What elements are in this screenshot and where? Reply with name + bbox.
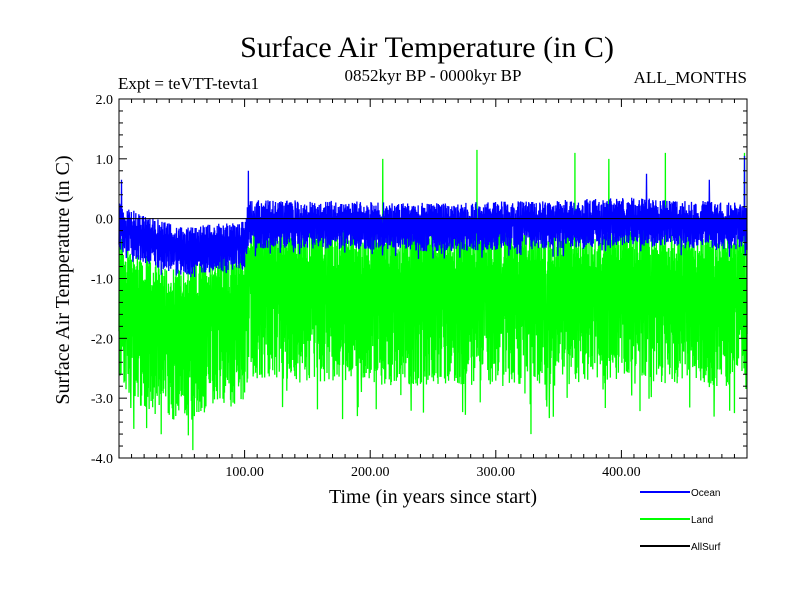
x-tick-label: 400.00 <box>602 465 641 480</box>
x-axis: 100.00 200.00 300.00 400.00 <box>131 99 735 480</box>
y-tick-label: 2.0 <box>96 93 114 108</box>
y-tick-label: -3.0 <box>91 392 113 407</box>
y-tick-label: -1.0 <box>91 273 113 288</box>
series-line-land <box>118 149 748 451</box>
plot-area <box>118 149 748 451</box>
legend-label-allsurf: AllSurf <box>691 542 721 553</box>
y-tick-label: 0.0 <box>96 213 114 228</box>
months-label: ALL_MONTHS <box>634 68 747 87</box>
time-range-label: 0852kyr BP - 0000kyr BP <box>345 66 522 85</box>
y-axis-label: Surface Air Temperature (in C) <box>52 155 74 404</box>
y-axis: 2.0 1.0 0.0 -1.0 -2.0 -3.0 -4.0 <box>91 93 747 467</box>
y-tick-label: -4.0 <box>91 452 113 467</box>
x-axis-label: Time (in years since start) <box>329 486 537 508</box>
x-tick-label: 100.00 <box>225 465 264 480</box>
series-line-ocean <box>118 155 748 278</box>
x-tick-label: 200.00 <box>351 465 390 480</box>
y-tick-label: 1.0 <box>96 153 114 168</box>
x-tick-label: 300.00 <box>477 465 516 480</box>
experiment-label: Expt = teVTT-tevta1 <box>118 74 259 93</box>
legend-label-land: Land <box>691 515 713 526</box>
legend-label-ocean: Ocean <box>691 488 720 499</box>
chart-title: Surface Air Temperature (in C) <box>240 31 614 64</box>
y-tick-label: -2.0 <box>91 332 113 347</box>
legend: Ocean Land AllSurf <box>640 488 721 553</box>
